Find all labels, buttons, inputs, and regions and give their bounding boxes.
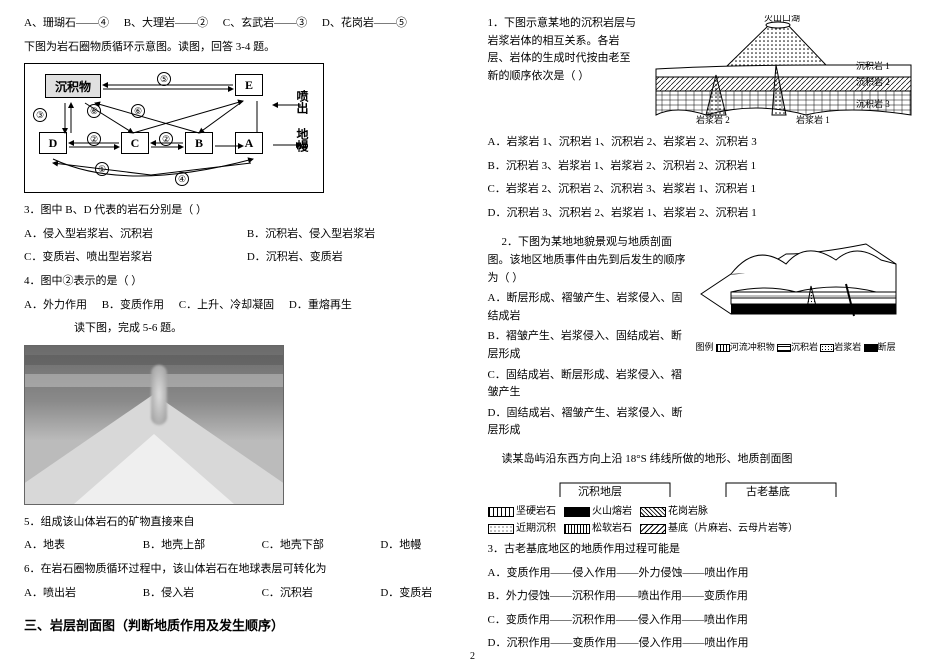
intro-5-6: 读下图，完成 5-6 题。 (24, 320, 458, 338)
r2-legend-2: 沉积岩 (791, 342, 818, 352)
legend-swatch-igneous-icon (820, 344, 834, 352)
r2-opt-b: B．褶皱产生、岩浆侵入、固结成岩、断层形成 (488, 328, 688, 363)
old-basement-label: 古老基底 (746, 484, 790, 498)
rock-cycle-diagram: 沉积物 E D C B A 喷出 地幔 ⑤ ③ ⑥ ⑥ ② ② ① ④ (24, 63, 324, 193)
s1-label: 沉积岩 1 (856, 60, 890, 71)
q6-opt-a: A．喷出岩 (24, 585, 128, 603)
volcano-photo (24, 345, 284, 505)
sed-basin-label: 沉积地层 (578, 485, 622, 498)
island-cross-section: 沉积地层 古老基底 W E 46° 48° 含珊瑚动物化石 含蕨类化石 (488, 475, 908, 498)
q4-opt-d: D．重熔再生 (289, 297, 352, 315)
q3-opt-c: C．变质岩、喷出型岩浆岩 (24, 249, 232, 267)
r2-intro: 2．下图为某地地貌景观与地质剖面图。该地区地质事件由先到后发生的顺序为（ ） (488, 234, 688, 287)
r1-opt-a: A．岩浆岩 1、沉积岩 1、沉积岩 2、岩浆岩 2、沉积岩 3 (488, 134, 922, 152)
q6-opt-b: B．侵入岩 (143, 585, 247, 603)
q4-opt-c: C．上升、冷却凝固 (179, 297, 274, 315)
q4-options: A．外力作用 B．变质作用 C．上升、冷却凝固 D．重熔再生 (24, 297, 458, 315)
q4-opt-a: A．外力作用 (24, 297, 87, 315)
q5-text: 5．组成该山体岩石的矿物直接来自 (24, 514, 458, 532)
legend-recent-sed-icon (488, 524, 514, 534)
q6-opt-d: D．变质岩 (380, 585, 432, 603)
q3-opt-b: B．沉积岩、侵入型岩浆岩 (247, 226, 375, 244)
q2-opt-d: D、花岗岩——⑤ (322, 15, 407, 33)
r1-opt-b: B．沉积岩 3、岩浆岩 1、岩浆岩 2、沉积岩 2、沉积岩 1 (488, 158, 922, 176)
r2-opt-a: A．断层形成、褶皱产生、岩浆侵入、固结成岩 (488, 290, 688, 325)
left-column: A、珊瑚石——④ B、大理岩——② C、玄武岩——③ D、花岗岩——⑤ 下图为岩… (24, 12, 458, 656)
r2-opt-d: D．固结成岩、褶皱产生、岩浆侵入、断层形成 (488, 405, 688, 440)
q5-options: A．地表 B．地壳上部 C．地壳下部 D．地幔 (24, 537, 458, 555)
r3-opt-c: C．变质作用——沉积作用——侵入作用——喷出作用 (488, 612, 922, 630)
q2-options: A、珊瑚石——④ B、大理岩——② C、玄武岩——③ D、花岗岩——⑤ (24, 15, 458, 33)
r1-opt-c: C．岩浆岩 2、沉积岩 2、沉积岩 3、岩浆岩 1、沉积岩 1 (488, 181, 922, 199)
q3-options-2: C．变质岩、喷出型岩浆岩 D．沉积岩、变质岩 (24, 249, 458, 267)
q6-opt-c: C．沉积岩 (262, 585, 366, 603)
intro-3-4: 下图为岩石圈物质循环示意图。读图，回答 3-4 题。 (24, 39, 458, 57)
volcano-plume (151, 365, 167, 425)
q3-text: 3．图中 B、D 代表的岩石分别是（ ） (24, 202, 458, 220)
r3-intro: 读某岛屿沿东西方向上沿 18°S 纬线所做的地形、地质剖面图 (488, 451, 922, 469)
r3-leg-b: 火山熔岩 (592, 506, 632, 517)
m2-label: 岩浆岩 2 (696, 114, 730, 125)
r3-legend: 坚硬岩石 火山熔岩 花岗岩脉 近期沉积 松软岩石 基底（片麻岩、云母片岩等） (488, 503, 922, 537)
r2-legend-1: 河流冲积物 (730, 342, 775, 352)
q3-opt-d: D．沉积岩、变质岩 (247, 249, 343, 267)
q5-opt-a: A．地表 (24, 537, 128, 555)
crater-lake-diagram: 火山口湖 沉积岩 1 沉积岩 2 沉积岩 3 岩浆岩 2 岩浆岩 1 (646, 15, 916, 125)
legend-swatch-alluvium-icon (716, 344, 730, 352)
right-column: 1．下图示意某地的沉积岩层与岩浆岩体的相互关系。各岩层、岩体的生成时代按由老至新… (488, 12, 922, 656)
r3-opt-a: A．变质作用——侵入作用——外力侵蚀——喷出作用 (488, 565, 922, 583)
rock-cycle-arrows (25, 67, 325, 197)
r1-opt-d: D．沉积岩 3、沉积岩 2、岩浆岩 1、岩浆岩 2、沉积岩 1 (488, 205, 922, 223)
legend-basement-icon (640, 524, 666, 534)
r3-leg-f: 基底（片麻岩、云母片岩等） (668, 523, 798, 534)
q5-opt-d: D．地幔 (380, 537, 421, 555)
r3-opt-d: D．沉积作用——变质作用——侵入作用——喷出作用 (488, 635, 922, 653)
q6-options: A．喷出岩 B．侵入岩 C．沉积岩 D．变质岩 (24, 585, 458, 603)
legend-swatch-fault-icon (864, 344, 878, 352)
r2-legend-4: 断层 (878, 342, 896, 352)
legend-swatch-sed-icon (777, 344, 791, 352)
r2-legend-3: 岩浆岩 (834, 342, 861, 352)
s3-label: 沉积岩 3 (856, 98, 890, 109)
r3-leg-a: 坚硬岩石 (516, 506, 556, 517)
q2-opt-b: B、大理岩——② (124, 15, 208, 33)
r3-leg-d: 近期沉积 (516, 523, 556, 534)
r3-question: 3．古老基底地区的地质作用过程可能是 (488, 541, 922, 559)
q2-opt-a: A、珊瑚石——④ (24, 15, 109, 33)
legend-hardrock-icon (488, 507, 514, 517)
q4-text: 4．图中②表示的是（ ） (24, 273, 458, 291)
r2-opt-c: C．固结成岩、断层形成、岩浆侵入、褶皱产生 (488, 367, 688, 402)
volcano-cloud-dark (25, 355, 283, 364)
crater-label: 火山口湖 (764, 15, 800, 23)
q2-opt-c: C、玄武岩——③ (223, 15, 307, 33)
volcano-snowcap (74, 434, 234, 504)
legend-softrock-icon (564, 524, 590, 534)
landscape-cross-section (696, 234, 906, 334)
r3-leg-e: 松软岩石 (592, 523, 632, 534)
q6-text: 6．在岩石圈物质循环过程中，该山体岩石在地球表层可转化为 (24, 561, 458, 579)
q3-opt-a: A．侵入型岩浆岩、沉积岩 (24, 226, 232, 244)
r3-opt-b: B．外力侵蚀——沉积作用——喷出作用——变质作用 (488, 588, 922, 606)
q4-opt-b: B．变质作用 (102, 297, 164, 315)
q3-options: A．侵入型岩浆岩、沉积岩 B．沉积岩、侵入型岩浆岩 (24, 226, 458, 244)
r3-leg-c: 花岗岩脉 (668, 506, 708, 517)
r2-legend-title: 图例 (696, 342, 714, 352)
legend-lava-icon (564, 507, 590, 517)
m1-label: 岩浆岩 1 (796, 114, 830, 125)
page-number: 2 (470, 651, 475, 662)
s2-label: 沉积岩 2 (856, 76, 890, 87)
section-3-title: 三、岩层剖面图（判断地质作用及发生顺序） (24, 615, 458, 634)
r2-legend: 图例 河流冲积物 沉积岩 岩浆岩 断层 (696, 340, 906, 353)
r1-intro: 1．下图示意某地的沉积岩层与岩浆岩体的相互关系。各岩层、岩体的生成时代按由老至新… (488, 15, 638, 85)
q5-opt-c: C．地壳下部 (262, 537, 366, 555)
q5-opt-b: B．地壳上部 (143, 537, 247, 555)
legend-granite-icon (640, 507, 666, 517)
